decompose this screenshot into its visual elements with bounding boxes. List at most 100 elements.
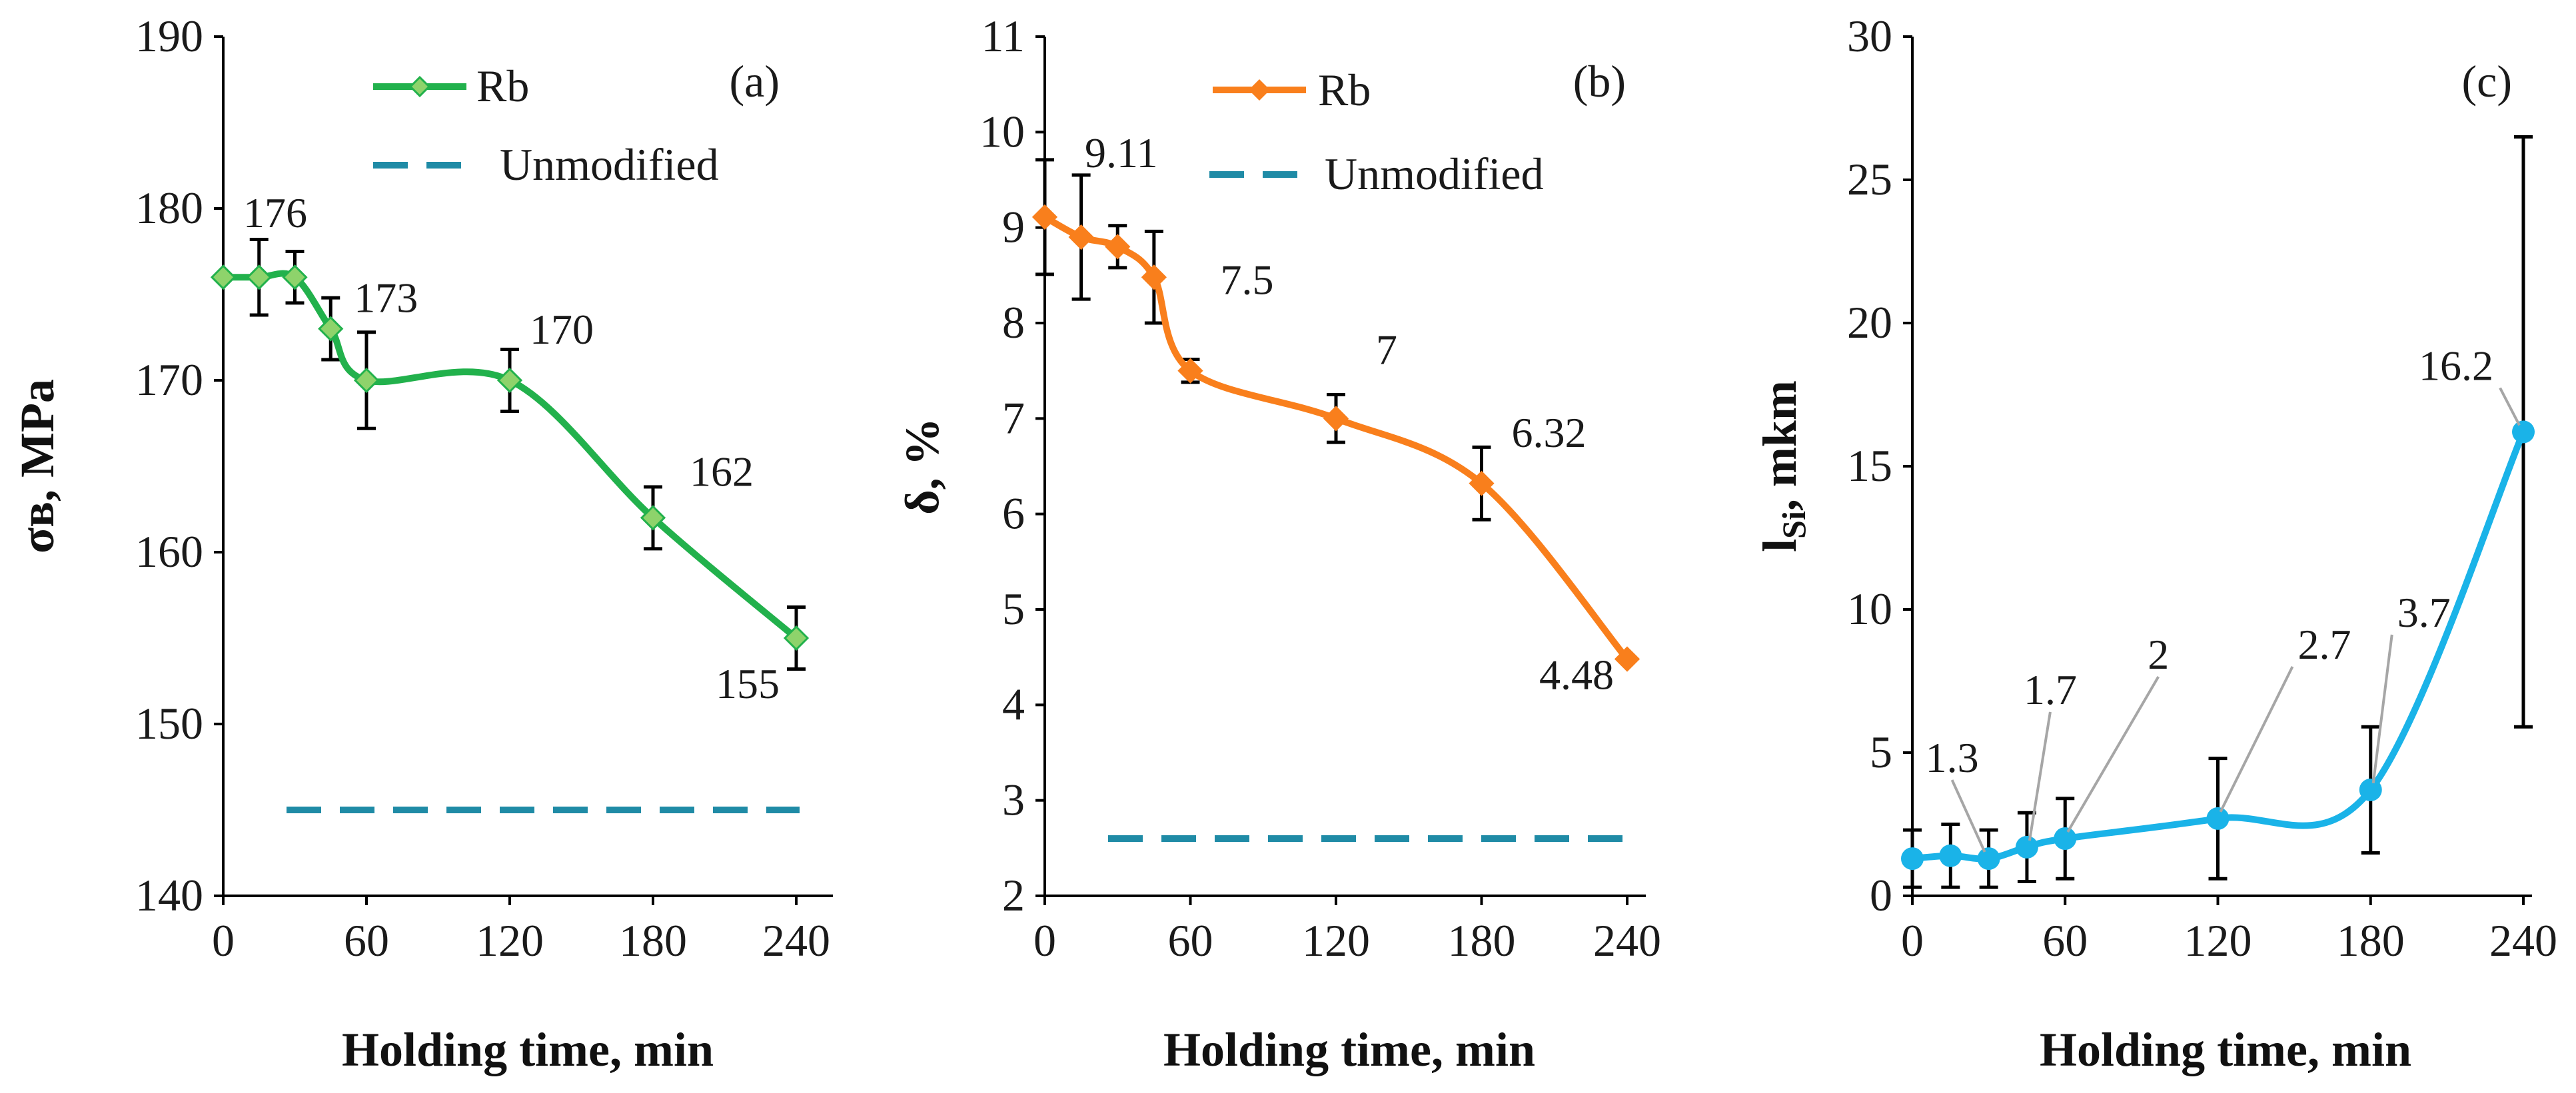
data-label-2-2: 2 bbox=[2148, 631, 2169, 678]
x-tick-label-1-2: 120 bbox=[1302, 915, 1370, 966]
x-tick-label-1-1: 60 bbox=[1168, 915, 1213, 966]
data-point-1-2 bbox=[1105, 234, 1131, 260]
y-axis-label-b: δ, % bbox=[896, 418, 949, 514]
data-label-1-4: 4.48 bbox=[1539, 651, 1614, 699]
y-tick-label-1-1: 3 bbox=[1002, 775, 1025, 825]
y-tick-label-2-0: 0 bbox=[1870, 870, 1892, 920]
x-tick-label-0-1: 60 bbox=[344, 915, 389, 966]
x-tick-label-0-3: 180 bbox=[619, 915, 687, 966]
panel-label-c: (c) bbox=[2462, 56, 2512, 107]
data-point-2-1 bbox=[1939, 844, 1962, 867]
data-label-leader-2-0 bbox=[1950, 779, 1986, 853]
x-tick-label-2-3: 180 bbox=[2337, 915, 2405, 966]
chart-panel-a: 140 150 160 170 180 190 0 60 120 180 240 176 173 170… bbox=[11, 11, 833, 1076]
data-point-0-2 bbox=[282, 264, 308, 290]
data-label-0-4: 155 bbox=[716, 660, 780, 707]
y-tick-label-2-2: 10 bbox=[1847, 583, 1892, 634]
y-tick-label-1-4: 6 bbox=[1002, 488, 1025, 539]
panel-label-a: (a) bbox=[730, 56, 780, 107]
data-point-1-7 bbox=[1614, 646, 1640, 672]
data-label-0-2: 170 bbox=[530, 306, 594, 353]
x-tick-label-2-4: 240 bbox=[2489, 915, 2557, 966]
data-label-leader-2-4 bbox=[2371, 634, 2393, 784]
data-label-1-3: 6.32 bbox=[1512, 409, 1587, 456]
x-tick-label-2-1: 60 bbox=[2042, 915, 2088, 966]
data-point-1-3 bbox=[1141, 264, 1167, 290]
y-axis-label-c: lSi, mkm bbox=[1753, 380, 1812, 552]
y-tick-label-1-2: 4 bbox=[1002, 679, 1025, 729]
data-label-leader-2-2 bbox=[2066, 675, 2160, 833]
data-point-0-4 bbox=[353, 367, 380, 394]
x-tick-label-1-4: 240 bbox=[1593, 915, 1661, 966]
data-label-0-0: 176 bbox=[243, 189, 307, 236]
x-tick-label-2-2: 120 bbox=[2184, 915, 2252, 966]
data-label-1-0: 9.11 bbox=[1085, 129, 1158, 177]
data-label-1-1: 7.5 bbox=[1221, 256, 1274, 304]
x-tick-label-0-4: 240 bbox=[762, 915, 830, 966]
chart-panel-c: 0 5 10 15 20 25 30 0 60 120 180 240 1.3 1.7 2 2.7 3.7 16… bbox=[1753, 11, 2557, 1076]
data-point-2-0 bbox=[1901, 847, 1924, 871]
data-label-leader-2-3 bbox=[2219, 666, 2294, 813]
data-label-2-3: 2.7 bbox=[2298, 621, 2351, 668]
legend-label-rb-a: Rb bbox=[476, 61, 529, 111]
panel-label-b: (b) bbox=[1573, 56, 1626, 107]
data-point-0-7 bbox=[783, 625, 810, 651]
data-point-1-0 bbox=[1031, 204, 1058, 230]
data-label-leader-2-1 bbox=[2028, 711, 2052, 841]
y-tick-label-0-1: 150 bbox=[135, 698, 203, 749]
data-point-0-5 bbox=[496, 367, 523, 394]
y-tick-label-0-4: 180 bbox=[135, 182, 203, 233]
y-tick-label-1-7: 9 bbox=[1002, 202, 1025, 252]
data-point-2-6 bbox=[2359, 778, 2382, 801]
chart-panel-b: 2 3 4 5 6 7 8 9 10 11 0 60 120 180 240 9.11 7.5 7 6.32 4.4… bbox=[896, 11, 1661, 1076]
y-tick-label-1-9: 11 bbox=[981, 11, 1025, 61]
x-tick-label-1-3: 180 bbox=[1448, 915, 1516, 966]
legend-label-unmodified-a: Unmodified bbox=[500, 139, 719, 190]
data-label-2-1: 1.7 bbox=[2024, 666, 2077, 713]
data-label-2-0: 1.3 bbox=[1926, 734, 1979, 781]
data-point-1-5 bbox=[1323, 406, 1349, 432]
y-tick-label-1-0: 2 bbox=[1002, 870, 1025, 920]
x-tick-label-0-0: 0 bbox=[212, 915, 235, 966]
data-point-2-4 bbox=[2054, 827, 2077, 850]
legend-marker-rb-b bbox=[1249, 79, 1270, 101]
y-tick-label-2-5: 25 bbox=[1847, 154, 1892, 204]
x-axis-label-a: Holding time, min bbox=[342, 1023, 714, 1076]
data-point-0-1 bbox=[246, 264, 272, 290]
data-label-1-2: 7 bbox=[1376, 326, 1397, 373]
data-point-0-0 bbox=[210, 264, 237, 290]
y-tick-label-1-5: 7 bbox=[1002, 392, 1025, 443]
legend-b: Rb Unmodified bbox=[1209, 65, 1544, 199]
y-axis-label-a: σв, MPa bbox=[11, 379, 64, 553]
data-point-1-1 bbox=[1068, 224, 1094, 250]
data-point-0-3 bbox=[318, 316, 344, 342]
data-point-1-6 bbox=[1469, 470, 1495, 496]
x-tick-label-2-0: 0 bbox=[1901, 915, 1924, 966]
legend-marker-rb-a bbox=[408, 75, 431, 98]
x-axis-label-b: Holding time, min bbox=[1163, 1023, 1535, 1076]
y-tick-label-1-3: 5 bbox=[1002, 583, 1025, 634]
y-tick-label-2-3: 15 bbox=[1847, 440, 1892, 491]
legend-a: Rb Unmodified bbox=[373, 61, 719, 190]
data-point-0-6 bbox=[640, 505, 666, 531]
data-label-0-3: 162 bbox=[690, 448, 754, 495]
data-label-2-5: 16.2 bbox=[2419, 342, 2493, 389]
y-tick-label-0-3: 170 bbox=[135, 354, 203, 405]
legend-label-unmodified-b: Unmodified bbox=[1325, 149, 1544, 199]
y-tick-label-0-0: 140 bbox=[135, 870, 203, 920]
x-axis-label-c: Holding time, min bbox=[2040, 1023, 2411, 1076]
data-point-1-4 bbox=[1177, 358, 1203, 384]
data-point-2-2 bbox=[1977, 847, 2000, 871]
y-tick-label-2-6: 30 bbox=[1847, 11, 1892, 61]
y-tick-label-0-5: 190 bbox=[135, 11, 203, 61]
y-tick-label-2-1: 5 bbox=[1870, 727, 1892, 777]
data-label-2-4: 3.7 bbox=[2397, 589, 2451, 636]
y-tick-label-2-4: 20 bbox=[1847, 297, 1892, 348]
y-tick-label-1-6: 8 bbox=[1002, 297, 1025, 348]
x-tick-label-0-2: 120 bbox=[476, 915, 544, 966]
data-label-0-1: 173 bbox=[354, 274, 418, 322]
y-tick-label-1-8: 10 bbox=[979, 106, 1025, 157]
legend-label-rb-b: Rb bbox=[1318, 65, 1371, 115]
x-tick-label-1-0: 0 bbox=[1033, 915, 1056, 966]
